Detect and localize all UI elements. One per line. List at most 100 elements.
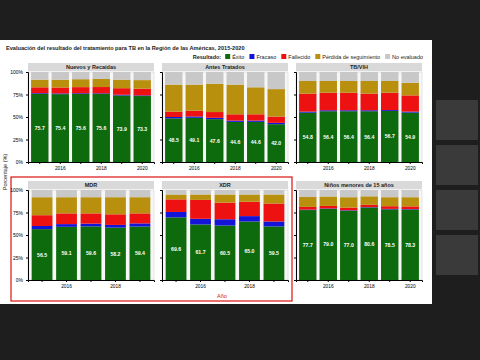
highlight-box — [11, 177, 292, 301]
x-tick: 2018 — [230, 162, 241, 171]
bar-segment — [239, 190, 260, 195]
bar-segment — [340, 208, 357, 211]
x-tick — [348, 280, 349, 282]
bar-segment — [299, 190, 316, 197]
x-tick: 2016 — [55, 162, 66, 171]
bar-segment — [320, 81, 337, 93]
legend-swatch — [385, 54, 390, 59]
bars — [166, 190, 285, 280]
x-tick: 2020 — [405, 280, 416, 289]
bar-segment — [81, 224, 102, 227]
bar-segment — [166, 212, 187, 217]
y-tick-label: 0% — [16, 159, 24, 165]
y-tick — [160, 140, 162, 141]
bar-segment — [247, 114, 264, 120]
bar-segment — [340, 190, 357, 197]
bar-segment — [113, 95, 130, 162]
bars — [299, 190, 419, 280]
bar-segment — [239, 202, 260, 216]
bar-segment — [206, 112, 223, 118]
bar-segment — [130, 197, 151, 213]
bar-segment — [81, 197, 102, 213]
bar-segment — [402, 83, 419, 96]
bar-segment — [113, 80, 130, 89]
bar-segment — [166, 199, 187, 212]
panel-frame — [162, 72, 288, 162]
panel-frame — [28, 190, 154, 280]
y-tick — [160, 235, 162, 236]
y-tick-mark — [160, 213, 162, 214]
panel-header — [28, 63, 154, 71]
y-axis-line — [160, 191, 163, 281]
x-tick: 2020 — [405, 162, 416, 171]
y-tick-mark — [294, 95, 296, 96]
bar-segment — [105, 197, 126, 214]
y-tick — [294, 235, 296, 236]
x-tick-mark — [214, 162, 215, 164]
x-axis: 20162018 — [163, 280, 289, 289]
bar-segment — [31, 94, 48, 162]
y-tick — [294, 190, 296, 191]
x-tick-mark — [91, 280, 92, 282]
x-tick-mark — [194, 162, 195, 164]
bar-segment — [186, 85, 203, 111]
bar-segment — [402, 72, 419, 83]
y-tick: 0% — [16, 277, 28, 283]
bar-segment — [264, 222, 285, 227]
y-tick-mark — [294, 190, 296, 191]
bar-segment — [239, 195, 260, 202]
x-tick-mark — [200, 280, 201, 282]
bar-segment — [268, 72, 285, 89]
y-tick-label: 25% — [13, 137, 24, 143]
x-tick-mark — [389, 280, 390, 282]
panel-header — [28, 181, 154, 189]
legend-swatch — [249, 54, 254, 59]
bar-segment — [105, 214, 126, 225]
data-label: 69.6 — [171, 246, 181, 252]
x-axis-title: Año — [217, 293, 227, 299]
panel-frame — [296, 190, 422, 280]
x-tick: 2016 — [323, 280, 334, 289]
data-label: 75.7 — [35, 125, 45, 131]
bar-segment — [320, 72, 337, 81]
y-tick-label: 100% — [10, 69, 23, 75]
x-tick-mark — [225, 280, 226, 282]
y-tick-mark — [26, 280, 28, 281]
panel-frame — [162, 190, 288, 280]
y-tick-mark — [294, 280, 296, 281]
bars — [32, 190, 151, 280]
data-label: 54.8 — [303, 134, 313, 140]
x-tick-mark — [273, 280, 274, 282]
data-label: 56.5 — [37, 252, 47, 258]
bar-segment — [299, 207, 316, 210]
y-tick-mark — [294, 140, 296, 141]
bar-segment — [247, 122, 264, 162]
x-axis-line — [29, 163, 155, 165]
bar-segment — [105, 228, 126, 280]
bar-segment — [264, 204, 285, 222]
y-tick-label: 100% — [10, 187, 23, 193]
bar-segment — [268, 124, 285, 162]
y-tick-label: 75% — [13, 92, 24, 98]
y-tick-mark — [294, 117, 296, 118]
bar-segment — [381, 93, 398, 110]
bar-segment — [381, 206, 398, 209]
x-tick — [307, 280, 308, 282]
x-tick-label: 2020 — [405, 166, 416, 171]
x-tick-label: 2016 — [195, 284, 206, 289]
y-axis — [160, 191, 163, 281]
legend-title: Resultado: — [193, 54, 222, 60]
bar-segment — [361, 205, 378, 207]
bar-segment — [166, 217, 187, 280]
bar-segment — [165, 85, 182, 112]
x-tick: 2016 — [323, 162, 334, 171]
bar-segment — [134, 89, 151, 96]
panel-header — [162, 181, 288, 189]
bar-segment — [381, 111, 398, 162]
bar-segment — [56, 197, 77, 213]
bar-segment — [190, 219, 211, 225]
y-tick-mark — [160, 72, 162, 73]
x-tick: 2018 — [364, 280, 375, 289]
bar-segment — [81, 190, 102, 197]
x-tick-mark — [307, 162, 308, 164]
